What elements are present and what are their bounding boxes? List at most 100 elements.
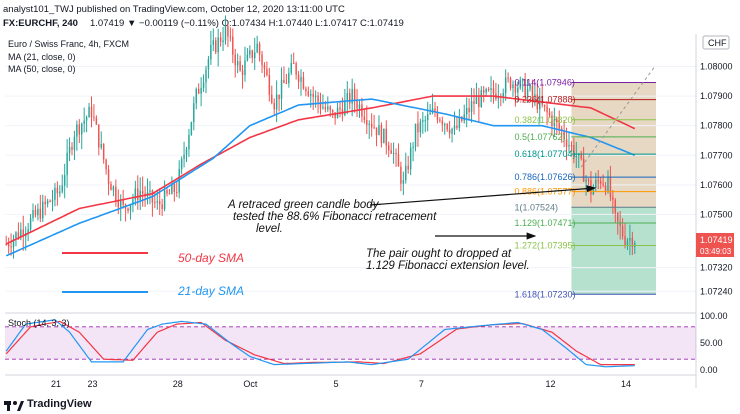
candle-body xyxy=(56,187,59,194)
candle-body xyxy=(419,121,422,133)
candle-body xyxy=(207,59,210,70)
candle-body xyxy=(351,88,353,104)
price-tick: 1.07600 xyxy=(700,180,733,190)
candle-body xyxy=(524,79,526,97)
candle-body xyxy=(137,188,139,201)
candle-body xyxy=(202,82,205,88)
candle-body xyxy=(548,112,551,116)
time-axis[interactable]: 21 23 28 Oct 5 7 12 14 xyxy=(5,374,696,389)
footer-brand[interactable]: TradingView xyxy=(27,398,92,410)
candle-body xyxy=(616,212,619,222)
candle-body xyxy=(12,238,15,248)
tradingview-logo-icon xyxy=(4,401,24,411)
candle-body xyxy=(612,197,614,200)
legend-ma21: MA (21, close, 0) xyxy=(8,52,76,62)
candle-body xyxy=(483,90,485,93)
publish-info: analyst101_TWJ published on TradingView.… xyxy=(3,4,345,15)
candle-body xyxy=(456,125,458,128)
candle-body xyxy=(188,134,190,150)
time-tick: 23 xyxy=(87,379,97,389)
candle-body xyxy=(63,175,66,186)
fib-label-0.236: 0.236(1.07888) xyxy=(514,95,575,105)
candle-body xyxy=(173,184,176,192)
candle-body xyxy=(141,190,144,194)
candle-body xyxy=(161,204,163,210)
candle-body xyxy=(624,236,626,246)
candle-body xyxy=(44,201,46,205)
candle-body xyxy=(361,104,363,117)
candle-body xyxy=(51,199,54,202)
candle-body xyxy=(285,83,288,85)
candle-body xyxy=(132,199,134,205)
candle-body xyxy=(217,37,219,53)
candle-body xyxy=(556,119,558,123)
candle-body xyxy=(565,139,568,147)
candle-body xyxy=(463,114,465,121)
candle-body xyxy=(626,240,629,246)
candle-body xyxy=(431,108,434,113)
candle-body xyxy=(504,77,507,94)
current-price-badge xyxy=(696,233,734,257)
fib-lower-zone xyxy=(571,207,656,295)
candle-body xyxy=(253,52,256,58)
footer: TradingView xyxy=(0,396,740,414)
candle-body xyxy=(178,169,180,193)
candle-body xyxy=(110,183,112,191)
note-pair-dropped-1: The pair ought to dropped at xyxy=(366,248,512,260)
candle-body xyxy=(441,120,444,125)
candle-body xyxy=(487,89,490,91)
candle-body xyxy=(244,60,246,76)
candle-body xyxy=(15,232,17,239)
candle-body xyxy=(473,101,475,104)
time-tick: 14 xyxy=(621,379,631,389)
candle-body xyxy=(98,124,100,148)
candle-body xyxy=(127,208,129,211)
candle-body xyxy=(290,63,292,74)
candle-body xyxy=(346,93,349,101)
candle-body xyxy=(363,116,366,121)
candle-body xyxy=(32,210,34,219)
moving-averages xyxy=(5,95,636,257)
time-tick: 7 xyxy=(419,379,424,389)
candle-body xyxy=(68,146,71,153)
sma21-label: 21-day SMA xyxy=(177,284,244,298)
candle-body xyxy=(95,117,98,125)
fib-label-0.5: 0.5(1.07762) xyxy=(514,132,565,142)
candle-body xyxy=(232,36,234,55)
candle-body xyxy=(180,159,183,170)
sma50-label: 50-day SMA xyxy=(178,251,244,265)
candle-body xyxy=(234,54,236,66)
candle-body xyxy=(368,123,370,125)
fib-label-1.272: 1.272(1.07395) xyxy=(514,240,575,250)
candle-body xyxy=(71,146,73,150)
candle-body xyxy=(163,190,166,210)
candle-body xyxy=(168,193,171,195)
candle-body xyxy=(541,97,543,105)
candle-body xyxy=(185,149,188,155)
price-tick: 1.07800 xyxy=(700,121,733,131)
candle-body xyxy=(49,200,51,202)
price-tick: 1.08000 xyxy=(700,62,733,72)
stoch-tick: 50.00 xyxy=(700,338,723,348)
symbol-interval[interactable]: FX:EURCHF, 240 xyxy=(3,18,78,29)
legend-stoch: Stoch (14, 3, 3) xyxy=(8,318,70,328)
candle-body xyxy=(570,145,573,147)
candle-body xyxy=(239,61,241,71)
candle-body xyxy=(461,116,463,121)
candle-body xyxy=(154,202,156,204)
candle-body xyxy=(83,120,85,124)
candle-body xyxy=(224,25,227,41)
candle-body xyxy=(412,146,414,148)
currency-badge-box[interactable] xyxy=(702,35,730,50)
candle-body xyxy=(599,181,602,184)
candle-body xyxy=(353,88,356,101)
currency-badge: CHF xyxy=(708,38,727,48)
candle-body xyxy=(417,123,419,133)
candle-body xyxy=(560,128,563,131)
price-axis[interactable]: 1.08000 1.07900 1.07800 1.07700 1.07600 1.075… xyxy=(695,34,733,388)
candle-body xyxy=(219,37,222,42)
candle-body xyxy=(512,84,514,88)
candle-body xyxy=(395,152,397,154)
candle-body xyxy=(275,94,278,110)
